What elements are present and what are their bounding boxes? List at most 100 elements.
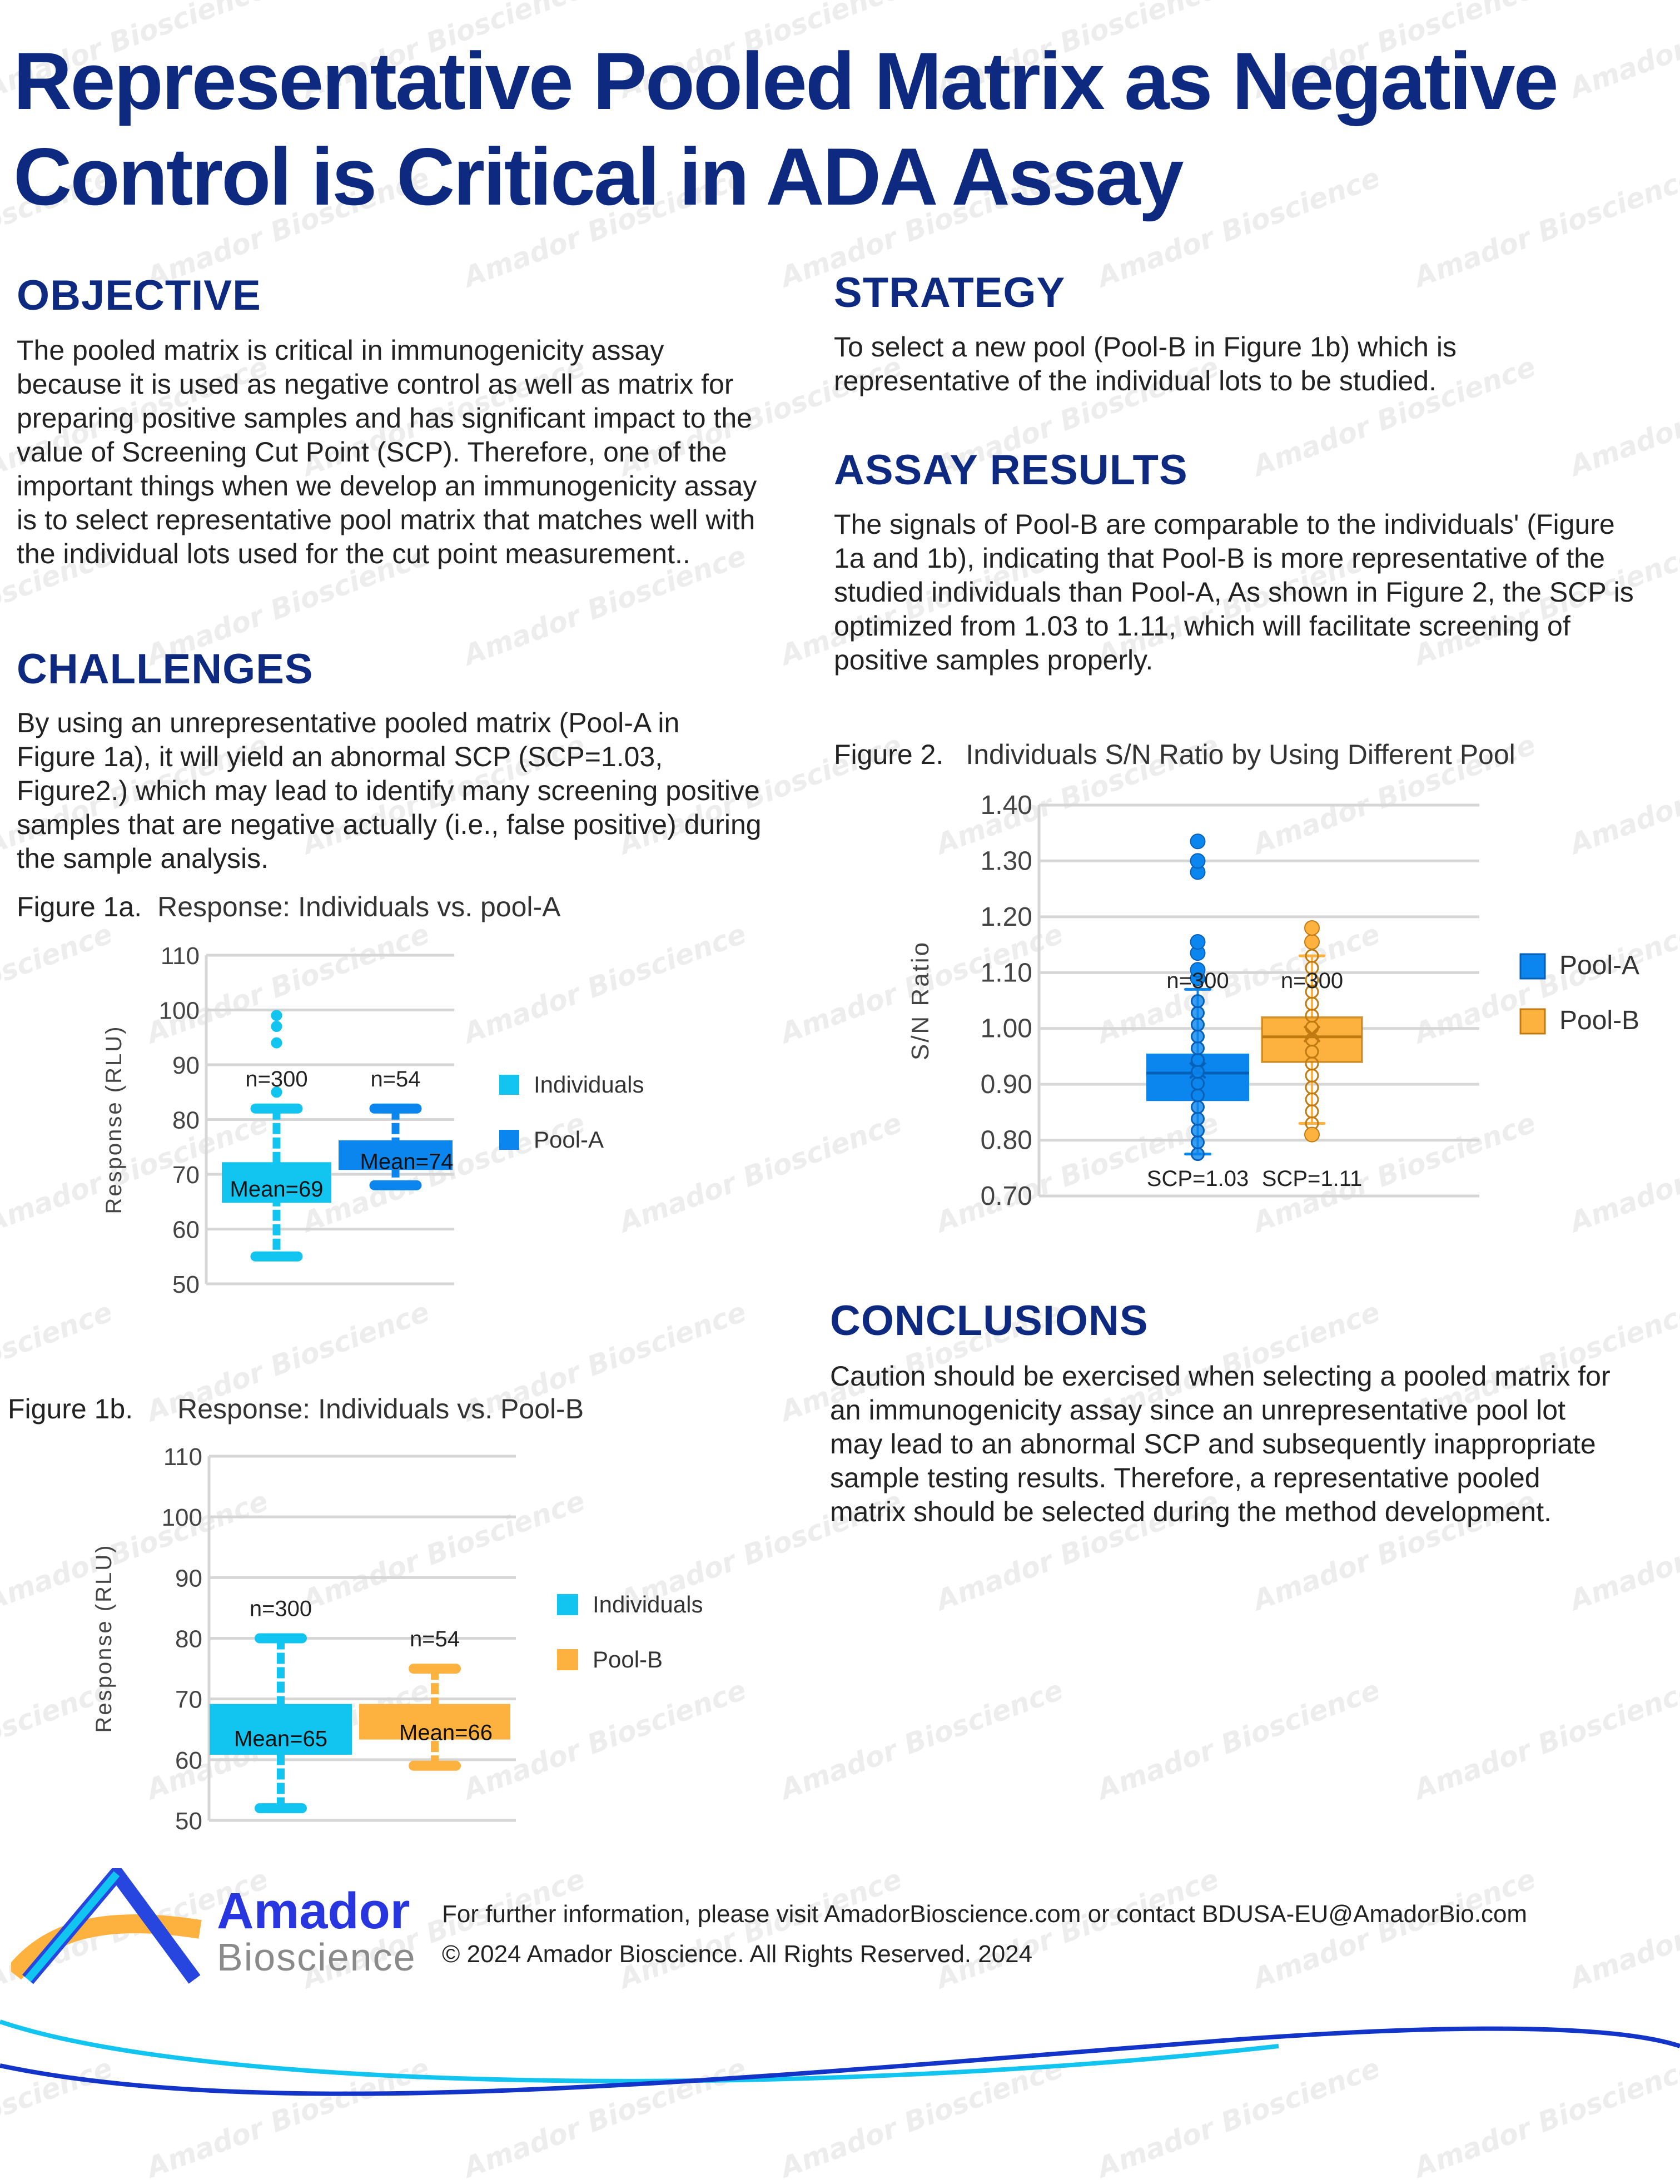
y-tick-label: 110 [161, 942, 200, 970]
y-tick-label: 110 [163, 1443, 202, 1471]
mean-label: Mean=74 [360, 1150, 454, 1174]
legend-swatch [557, 1594, 578, 1615]
watermark-text: Amador Bioscience [1093, 1674, 1384, 1806]
data-point [1191, 1111, 1205, 1126]
outlier-point [271, 1021, 282, 1033]
y-tick-label: 80 [172, 1107, 200, 1134]
box-individuals [222, 1162, 331, 1203]
outlier-point [271, 1037, 282, 1049]
data-point [1191, 1041, 1205, 1055]
n-label: n=54 [370, 1067, 420, 1091]
legend-swatch [557, 1649, 578, 1670]
outlier-point [1190, 833, 1206, 850]
watermark-text: Amador Bioscience [1249, 1863, 1540, 1995]
data-point [1191, 1123, 1205, 1138]
figure-1b-chart: 50 60 70 80 90 100 110 Response (RLU) n=300 Mean=… [92, 1443, 703, 1835]
watermark-text: Amador Bioscience [932, 1863, 1223, 1995]
objective-text: The pooled matrix is critical in immunog… [17, 335, 757, 569]
challenges-heading: CHALLENGES [17, 646, 314, 693]
outlier-point [271, 1086, 282, 1098]
y-axis-label: S/N Ratio [907, 941, 934, 1060]
n-label: n=300 [1166, 969, 1229, 993]
data-point [1191, 1100, 1205, 1114]
y-tick-label: 70 [175, 1686, 202, 1714]
challenges-text: By using an unrepresentative pooled matr… [17, 707, 762, 874]
box-pool-b [1261, 1016, 1363, 1063]
box-individuals [210, 1704, 352, 1755]
outlier-point [1190, 934, 1206, 950]
y-tick-label: 50 [172, 1271, 200, 1298]
legend-label: Pool-B [593, 1646, 663, 1672]
figure-2-title: Individuals S/N Ratio by Using Different… [966, 739, 1515, 770]
y-tick-label: 100 [162, 1504, 202, 1531]
outlier-point [1190, 962, 1206, 978]
y-tick-label: 0.70 [981, 1182, 1032, 1211]
legend-swatch [499, 1075, 519, 1095]
footer-wave-decoration [0, 2019, 1680, 2096]
data-point [1191, 1065, 1205, 1079]
strategy-text: To select a new pool (Pool-B in Figure 1… [834, 331, 1457, 396]
y-tick-label: 1.10 [981, 958, 1032, 987]
figure-1a-chart: 50 60 70 80 90 100 110 Response (RLU) n=300 Mean=… [102, 942, 644, 1298]
y-tick-label: 0.90 [981, 1070, 1032, 1099]
mean-label: Mean=65 [234, 1726, 327, 1751]
page-title: Representative Pooled Matrix as Negative… [13, 36, 1559, 222]
y-tick-label: 50 [175, 1808, 202, 1835]
data-point [1191, 1006, 1205, 1020]
legend-label: Pool-B [1559, 1006, 1639, 1035]
y-axis-label: Response (RLU) [102, 1025, 126, 1214]
assay-results-text: The signals of Pool-B are comparable to … [834, 509, 1634, 676]
legend-label: Pool-A [534, 1126, 604, 1153]
data-point [1191, 1029, 1205, 1044]
data-point [1191, 1088, 1205, 1103]
legend-swatch [1519, 953, 1546, 980]
y-tick-label: 1.30 [981, 846, 1032, 876]
watermark-text: Amador Bioscience [615, 1863, 906, 1995]
legend-label: Pool-A [1559, 951, 1639, 980]
y-tick-label: 90 [172, 1052, 200, 1079]
watermark-text: Amador Bioscience [776, 1674, 1067, 1806]
n-label: n=300 [245, 1067, 307, 1091]
figure-1a-label: Figure 1a. [17, 891, 142, 922]
outlier-point [1304, 934, 1320, 950]
y-tick-label: 1.20 [981, 902, 1032, 932]
scp-label: SCP=1.11 [1262, 1167, 1363, 1191]
n-label: n=54 [410, 1627, 460, 1651]
outlier-point [1304, 920, 1320, 936]
box-pool-b [359, 1704, 510, 1740]
y-tick-label: 100 [159, 997, 200, 1025]
y-tick-label: 80 [175, 1626, 202, 1653]
y-tick-label: 0.80 [981, 1126, 1032, 1155]
figure-1a-caption: Figure 1a. Response: Individuals vs. pool… [17, 891, 561, 923]
data-point [1191, 1053, 1205, 1067]
legend-label: Individuals [534, 1071, 644, 1098]
data-point [1191, 994, 1205, 1009]
y-tick-label: 70 [172, 1162, 200, 1189]
box-pool-a [339, 1140, 453, 1170]
brand-name-line2: Bioscience [217, 1935, 416, 1979]
y-tick-label: 1.00 [981, 1014, 1032, 1044]
y-tick-label: 60 [175, 1747, 202, 1774]
watermark-text: Amador Bioscience [1410, 1674, 1680, 1806]
outlier-point [1304, 1126, 1320, 1143]
outlier-point [271, 1010, 282, 1021]
conclusions-heading: CONCLUSIONS [830, 1297, 1149, 1344]
mean-label: Mean=66 [399, 1720, 493, 1745]
legend-swatch [499, 1130, 519, 1150]
figure-1b-label: Figure 1b. [8, 1393, 133, 1424]
n-label: n=300 [1281, 969, 1343, 993]
mean-label: Mean=69 [230, 1177, 324, 1202]
data-point [1191, 1017, 1205, 1032]
y-tick-label: 90 [175, 1565, 202, 1592]
y-tick-label: 1.40 [981, 791, 1032, 820]
strategy-heading: STRATEGY [834, 269, 1066, 316]
y-tick-label: 60 [172, 1217, 200, 1244]
y-axis-label: Response (RLU) [92, 1544, 116, 1733]
legend-label: Individuals [593, 1591, 703, 1617]
figure-1b-caption: Figure 1b. Response: Individuals vs. Pool… [8, 1393, 584, 1425]
data-point [1191, 1147, 1205, 1162]
footer-contact: For further information, please visit Am… [442, 1900, 1528, 1928]
figure-1b-title: Response: Individuals vs. Pool-B [177, 1393, 584, 1424]
data-point [1191, 1076, 1205, 1091]
figure-2-label: Figure 2. [834, 739, 944, 770]
